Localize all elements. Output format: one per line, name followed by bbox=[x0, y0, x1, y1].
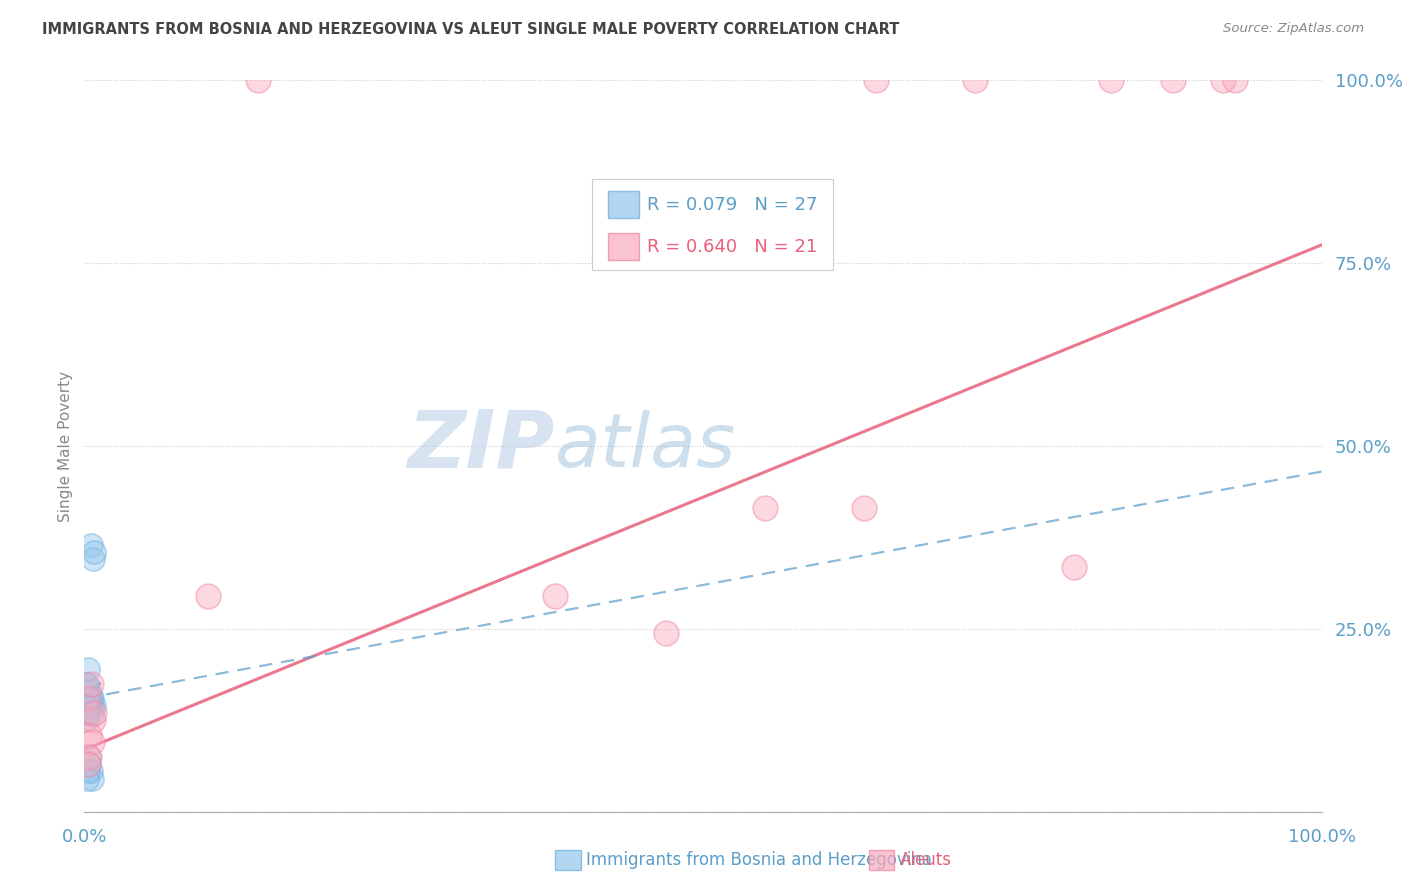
FancyBboxPatch shape bbox=[592, 179, 832, 270]
Text: Aleuts: Aleuts bbox=[900, 851, 952, 869]
Point bbox=[76, 676, 98, 690]
Point bbox=[77, 706, 100, 720]
Point bbox=[79, 691, 101, 706]
Point bbox=[79, 676, 101, 690]
Point bbox=[77, 691, 100, 706]
Point bbox=[80, 691, 103, 706]
Point bbox=[75, 676, 97, 690]
Y-axis label: Single Male Poverty: Single Male Poverty bbox=[58, 370, 73, 522]
Point bbox=[83, 698, 105, 713]
Point bbox=[80, 772, 103, 786]
Point bbox=[82, 552, 104, 566]
Point bbox=[76, 691, 98, 706]
Point bbox=[77, 691, 100, 706]
Point bbox=[77, 662, 100, 676]
Point bbox=[77, 757, 100, 772]
Bar bbox=[607, 233, 638, 260]
Point bbox=[79, 764, 101, 779]
Point bbox=[1161, 73, 1184, 87]
Point bbox=[80, 735, 103, 749]
Point bbox=[76, 772, 98, 786]
Point bbox=[80, 698, 103, 713]
Text: ZIP: ZIP bbox=[408, 407, 554, 485]
Point bbox=[75, 714, 97, 728]
Point bbox=[655, 625, 678, 640]
Point bbox=[246, 73, 269, 87]
Text: R = 0.640   N = 21: R = 0.640 N = 21 bbox=[647, 237, 817, 256]
Point bbox=[77, 691, 100, 706]
Point bbox=[754, 501, 776, 516]
Point bbox=[79, 698, 101, 713]
Point bbox=[79, 684, 101, 698]
Point bbox=[1223, 73, 1246, 87]
Point bbox=[76, 706, 98, 720]
Point bbox=[83, 706, 105, 720]
Point bbox=[82, 714, 104, 728]
Text: R = 0.079   N = 27: R = 0.079 N = 27 bbox=[647, 195, 818, 213]
Point bbox=[1212, 73, 1234, 87]
Point bbox=[852, 501, 875, 516]
Point bbox=[79, 728, 101, 742]
Point bbox=[965, 73, 987, 87]
Point bbox=[75, 698, 97, 713]
Text: Source: ZipAtlas.com: Source: ZipAtlas.com bbox=[1223, 22, 1364, 36]
Point bbox=[79, 749, 101, 764]
Point bbox=[79, 538, 101, 552]
Point bbox=[83, 545, 105, 559]
Point bbox=[79, 757, 101, 772]
Point bbox=[1063, 559, 1085, 574]
Point bbox=[79, 749, 101, 764]
Point bbox=[77, 764, 100, 779]
Text: Immigrants from Bosnia and Herzegovina: Immigrants from Bosnia and Herzegovina bbox=[586, 851, 932, 869]
Text: IMMIGRANTS FROM BOSNIA AND HERZEGOVINA VS ALEUT SINGLE MALE POVERTY CORRELATION : IMMIGRANTS FROM BOSNIA AND HERZEGOVINA V… bbox=[42, 22, 900, 37]
Point bbox=[865, 73, 887, 87]
Point bbox=[80, 706, 103, 720]
Point bbox=[543, 589, 565, 603]
Bar bbox=[607, 191, 638, 219]
Point bbox=[1099, 73, 1122, 87]
Point bbox=[79, 698, 101, 713]
Point bbox=[197, 589, 219, 603]
Text: atlas: atlas bbox=[554, 410, 735, 482]
